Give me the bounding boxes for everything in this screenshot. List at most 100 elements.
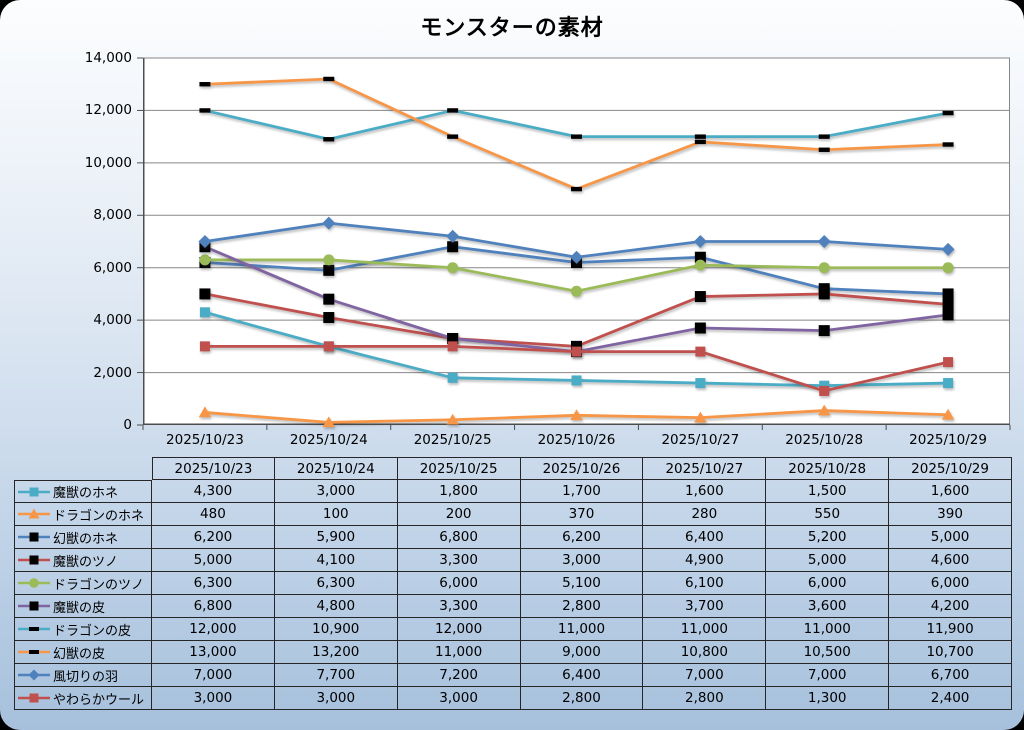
table-value-cell: 6,300	[274, 572, 398, 595]
table-value-cell: 7,000	[152, 664, 275, 687]
legend-marker-icon	[18, 487, 50, 496]
table-header-date: 2025/10/28	[766, 457, 890, 480]
chart-series	[199, 108, 954, 142]
table-value-cell: 4,100	[274, 549, 398, 572]
table-value-cell: 11,000	[520, 618, 644, 641]
table-value-cell: 3,000	[520, 549, 644, 572]
x-axis-tick-label: 2025/10/25	[413, 432, 492, 448]
series-name-label: 幻獣の皮	[53, 646, 106, 662]
table-value-cell: 5,000	[766, 549, 890, 572]
y-axis-tick-label: 6,000	[93, 259, 132, 276]
table-row-legend: やわらかウール	[14, 687, 152, 710]
legend-marker-icon	[18, 693, 50, 703]
table-value-cell: 1,500	[766, 480, 890, 503]
table-value-cell: 2,800	[520, 595, 644, 618]
table-value-cell: 10,500	[766, 641, 890, 664]
chart-series	[199, 76, 954, 192]
table-value-cell: 550	[766, 503, 890, 526]
table-header-date: 2025/10/25	[397, 457, 521, 480]
table-value-cell: 280	[643, 503, 767, 526]
y-axis-tick-label: 14,000	[84, 50, 132, 66]
table-header-date: 2025/10/26	[520, 457, 644, 480]
table-value-cell: 6,000	[889, 572, 1012, 595]
x-axis-tick-label: 2025/10/28	[785, 432, 864, 448]
table-value-cell: 2,800	[520, 687, 644, 710]
table-value-cell: 6,300	[152, 572, 275, 595]
table-value-cell: 4,600	[889, 549, 1012, 572]
table-row-legend: 魔獣の皮	[14, 595, 152, 618]
series-name-label: 幻獣のホネ	[53, 531, 119, 547]
table-value-cell: 6,200	[520, 526, 644, 549]
table-header-date: 2025/10/29	[889, 457, 1012, 480]
table-value-cell: 3,000	[152, 687, 275, 710]
table-row-legend: 幻獣の皮	[14, 641, 152, 664]
table-value-cell: 1,600	[889, 480, 1012, 503]
y-axis-tick-label: 4,000	[93, 312, 132, 329]
table-value-cell: 5,100	[520, 572, 644, 595]
x-axis-tick-label: 2025/10/29	[909, 432, 987, 448]
table-value-cell: 1,600	[643, 480, 767, 503]
table-value-cell: 6,200	[152, 526, 275, 549]
series-name-label: ドラゴンのホネ	[53, 508, 145, 524]
table-header-date: 2025/10/27	[643, 457, 767, 480]
table-value-cell: 3,000	[274, 480, 398, 503]
table-value-cell: 3,700	[643, 595, 767, 618]
chart-series	[199, 254, 954, 297]
table-value-cell: 13,000	[152, 641, 275, 664]
table-value-cell: 2,800	[643, 687, 767, 710]
chart-title: モンスターの素材	[420, 16, 604, 41]
y-axis-tick-label: 8,000	[93, 207, 132, 224]
series-name-label: やわらかウール	[53, 692, 145, 708]
table-row-legend: 幻獣のホネ	[14, 526, 152, 549]
table-value-cell: 9,000	[520, 641, 644, 664]
series-name-label: ドラゴンの皮	[53, 623, 132, 639]
table-value-cell: 12,000	[152, 618, 275, 641]
table-value-cell: 6,000	[397, 572, 521, 595]
table-value-cell: 3,300	[397, 549, 521, 572]
y-axis-tick-label: 12,000	[84, 102, 132, 119]
table-value-cell: 6,100	[643, 572, 767, 595]
table-value-cell: 10,700	[889, 641, 1012, 664]
table-value-cell: 1,700	[520, 480, 644, 503]
table-value-cell: 3,000	[397, 687, 521, 710]
table-row-legend: 魔獣のツノ	[14, 549, 152, 572]
table-value-cell: 7,000	[766, 664, 890, 687]
table-value-cell: 7,000	[643, 664, 767, 687]
table-value-cell: 5,900	[274, 526, 398, 549]
series-name-label: 魔獣のツノ	[53, 554, 119, 570]
table-value-cell: 6,800	[152, 595, 275, 618]
table-value-cell: 7,200	[397, 664, 521, 687]
table-value-cell: 13,200	[274, 641, 398, 664]
x-axis-tick-label: 2025/10/24	[289, 432, 368, 448]
table-row-legend: ドラゴンのホネ	[14, 503, 152, 526]
table-value-cell: 11,000	[643, 618, 767, 641]
table-value-cell: 3,000	[274, 687, 398, 710]
table-value-cell: 11,000	[766, 618, 890, 641]
legend-marker-icon	[18, 650, 50, 654]
table-value-cell: 6,400	[520, 664, 644, 687]
table-value-cell: 480	[152, 503, 275, 526]
table-value-cell: 4,900	[643, 549, 767, 572]
y-axis-tick-label: 0	[123, 417, 132, 433]
chart-series	[198, 216, 955, 264]
table-row-legend: ドラゴンの皮	[14, 618, 152, 641]
table-header-date: 2025/10/24	[274, 457, 398, 480]
series-name-label: 風切りの羽	[53, 669, 119, 685]
x-axis-tick-label: 2025/10/23	[166, 432, 244, 448]
legend-marker-icon	[18, 532, 50, 542]
table-value-cell: 100	[274, 503, 398, 526]
table-value-cell: 6,000	[766, 572, 890, 595]
table-value-cell: 7,700	[274, 664, 398, 687]
table-value-cell: 5,000	[152, 549, 275, 572]
plot-area	[137, 57, 1011, 430]
legend-marker-icon	[18, 669, 50, 681]
table-value-cell: 4,200	[889, 595, 1012, 618]
series-name-label: 魔獣のホネ	[53, 486, 119, 501]
table-value-cell: 5,000	[889, 526, 1012, 549]
table-value-cell: 11,900	[889, 618, 1012, 641]
table-value-cell: 370	[520, 503, 644, 526]
x-axis-tick-label: 2025/10/26	[537, 432, 616, 448]
table-value-cell: 10,900	[274, 618, 398, 641]
table-header-date: 2025/10/23	[152, 457, 275, 480]
